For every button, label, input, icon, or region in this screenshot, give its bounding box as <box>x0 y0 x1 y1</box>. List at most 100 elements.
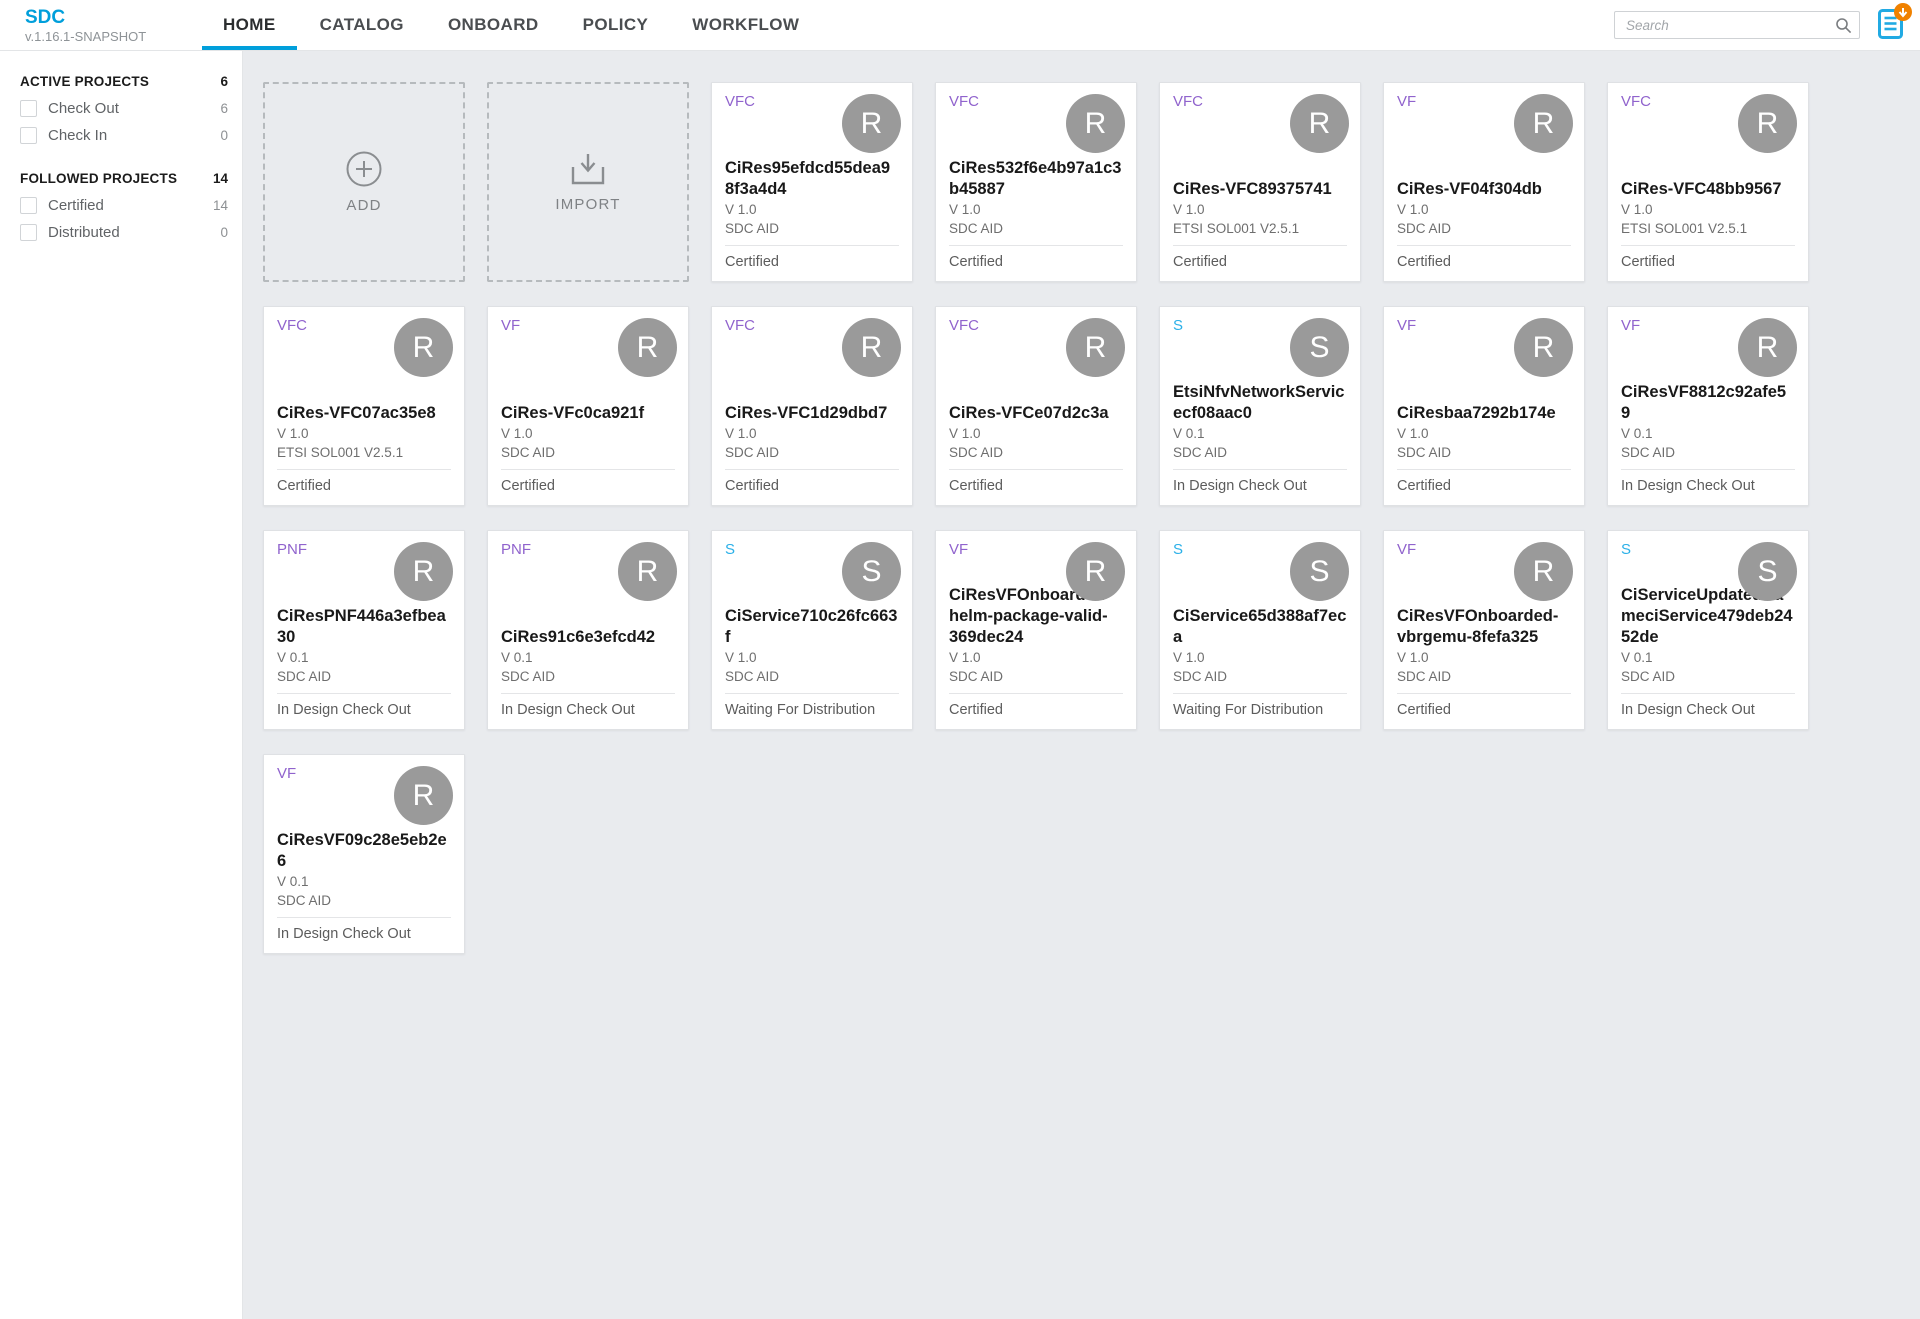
card-CiRes-VFC1d29dbd7[interactable]: VFC R CiRes-VFC1d29dbd7 V 1.0 SDC AID Certifi… <box>711 306 913 506</box>
card-name: CiResVFOnboarded-vbrgemu-8fefa325 <box>1397 607 1559 646</box>
card-type-label: VFC <box>277 317 307 334</box>
logo-version: v.1.16.1-SNAPSHOT <box>25 28 147 44</box>
card-CiServiceUpdatedNameciService479deb2452de[interactable]: S S CiServiceUpdatedNameciService479deb245… <box>1607 530 1809 730</box>
import-icon <box>568 152 608 187</box>
card-CiResVFOnboarded-helm-package-valid-369dec24[interactable]: VF R CiResVFOnboarded-helm-package-valid-3… <box>935 530 1137 730</box>
card-type-label: VF <box>277 765 297 782</box>
card-type-label: VFC <box>725 93 755 110</box>
sidebar-filter-distributed[interactable]: Distributed 0 <box>0 219 242 246</box>
card-catalog: SDC AID <box>501 445 556 460</box>
import-tile[interactable]: IMPORT <box>487 82 689 282</box>
card-version: V 1.0 <box>949 202 981 217</box>
card-divider <box>1397 245 1571 246</box>
nav-tab-workflow[interactable]: WORKFLOW <box>692 15 800 34</box>
card-catalog: SDC AID <box>1397 445 1452 460</box>
checkbox[interactable] <box>20 127 37 144</box>
checkbox[interactable] <box>20 197 37 214</box>
card-CiResVF8812c92afe59[interactable]: VF R CiResVF8812c92afe59 V 0.1 SDC AID In Des… <box>1607 306 1809 506</box>
section-title: ACTIVE PROJECTS <box>20 74 150 89</box>
card-divider <box>277 917 451 918</box>
card-divider <box>725 693 899 694</box>
card-catalog: SDC AID <box>1621 445 1676 460</box>
card-catalog: SDC AID <box>277 669 332 684</box>
card-info: CiRes-VFCe07d2c3a V 1.0 SDC AID <box>949 403 1123 462</box>
sidebar-filter-certified[interactable]: Certified 14 <box>0 192 242 219</box>
card-status: In Design Check Out <box>277 702 411 718</box>
badge-arrow-down-icon <box>1894 3 1912 21</box>
sdc-logo[interactable]: SDC v.1.16.1-SNAPSHOT <box>25 8 195 43</box>
card-CiResbaa7292b174e[interactable]: VF R CiResbaa7292b174e V 1.0 SDC AID Certifie… <box>1383 306 1585 506</box>
sidebar-section: FOLLOWED PROJECTS 14 Certified 14 Distribute… <box>0 163 242 246</box>
card-name: CiService65d388af7eca <box>1173 607 1347 646</box>
nav-tab-home[interactable]: HOME <box>202 0 297 50</box>
card-info: CiResPNF446a3efbea30 V 0.1 SDC AID <box>277 606 451 686</box>
checkbox[interactable] <box>20 224 37 241</box>
avatar: R <box>394 766 453 825</box>
sidebar-filter-check-out[interactable]: Check Out 6 <box>0 95 242 122</box>
card-CiRes91c6e3efcd42[interactable]: PNF R CiRes91c6e3efcd42 V 0.1 SDC AID In Desi… <box>487 530 689 730</box>
card-name: CiRes532f6e4b97a1c3b45887 <box>949 159 1122 198</box>
nav-tab-onboard[interactable]: ONBOARD <box>447 15 539 34</box>
card-version: V 1.0 <box>1173 650 1205 665</box>
card-type-label: S <box>725 541 736 558</box>
card-CiRes-VFc0ca921f[interactable]: VF R CiRes-VFc0ca921f V 1.0 SDC AID Certified <box>487 306 689 506</box>
card-name: CiResbaa7292b174e <box>1397 404 1556 422</box>
card-CiRes-VFCe07d2c3a[interactable]: VFC R CiRes-VFCe07d2c3a V 1.0 SDC AID Certifi… <box>935 306 1137 506</box>
card-version: V 1.0 <box>1397 202 1429 217</box>
card-info: CiServiceUpdatedNameciService479deb2452d… <box>1621 585 1795 686</box>
card-version: V 0.1 <box>501 650 533 665</box>
filter-count: 0 <box>220 128 228 143</box>
card-divider <box>949 469 1123 470</box>
sidebar-section-header: ACTIVE PROJECTS 6 <box>0 66 242 95</box>
card-status: Certified <box>1621 254 1675 270</box>
card-name: CiRes-VF04f304db <box>1397 180 1542 198</box>
card-version: V 1.0 <box>1621 202 1653 217</box>
card-CiRes-VFC48bb9567[interactable]: VFC R CiRes-VFC48bb9567 V 1.0 ETSI SOL001 V2… <box>1607 82 1809 282</box>
avatar: R <box>618 318 677 377</box>
card-CiResVF09c28e5eb2e6[interactable]: VF R CiResVF09c28e5eb2e6 V 0.1 SDC AID In Des… <box>263 754 465 954</box>
card-status: Certified <box>277 478 331 494</box>
card-divider <box>1173 245 1347 246</box>
top-bar: SDC v.1.16.1-SNAPSHOT HOME CATALOG ONBOARD… <box>0 0 1920 51</box>
section-count: 14 <box>212 171 228 186</box>
card-status: Waiting For Distribution <box>725 702 876 718</box>
card-info: EtsiNfvNetworkServicecf08aac0 V 0.1 SDC AI… <box>1173 382 1347 462</box>
card-name: CiRes-VFC07ac35e8 <box>277 404 436 422</box>
card-catalog: SDC AID <box>949 445 1004 460</box>
search-icon[interactable] <box>1835 17 1852 39</box>
card-version: V 1.0 <box>1173 202 1205 217</box>
add-tile[interactable]: ADD <box>263 82 465 282</box>
dashboard-main: ADD IMPORT VFC R CiRes95efdcd55dea98f3a4d4 V … <box>243 51 1920 1319</box>
card-CiRes95efdcd55dea98f3a4d4[interactable]: VFC R CiRes95efdcd55dea98f3a4d4 V 1.0 SDC AI… <box>711 82 913 282</box>
card-CiService710c26fc663f[interactable]: S S CiService710c26fc663f V 1.0 SDC AID Waiti… <box>711 530 913 730</box>
card-version: V 1.0 <box>277 426 309 441</box>
card-divider <box>1173 469 1347 470</box>
card-divider <box>949 693 1123 694</box>
card-divider <box>1397 469 1571 470</box>
card-CiService65d388af7eca[interactable]: S S CiService65d388af7eca V 1.0 SDC AID Waiti… <box>1159 530 1361 730</box>
card-catalog: ETSI SOL001 V2.5.1 <box>1621 221 1748 236</box>
card-CiResVFOnboarded-vbrgemu-8fefa325[interactable]: VF R CiResVFOnboarded-vbrgemu-8fefa325 V 1.… <box>1383 530 1585 730</box>
card-CiRes-VFC89375741[interactable]: VFC R CiRes-VFC89375741 V 1.0 ETSI SOL001 V2… <box>1159 82 1361 282</box>
card-grid: ADD IMPORT VFC R CiRes95efdcd55dea98f3a4d4 V … <box>263 82 1823 954</box>
nav-tab-policy[interactable]: POLICY <box>582 15 649 34</box>
card-catalog: SDC AID <box>1397 221 1452 236</box>
card-divider <box>1621 245 1795 246</box>
report-download-icon[interactable] <box>1877 3 1912 43</box>
card-info: CiRes-VF04f304db V 1.0 SDC AID <box>1397 179 1571 238</box>
card-version: V 1.0 <box>725 650 757 665</box>
card-CiRes532f6e4b97a1c3b45887[interactable]: VFC R CiRes532f6e4b97a1c3b45887 V 1.0 SDC AI… <box>935 82 1137 282</box>
nav-tab-catalog[interactable]: CATALOG <box>319 15 404 34</box>
sidebar-filter-check-in[interactable]: Check In 0 <box>0 122 242 149</box>
filter-label: Certified <box>48 197 104 214</box>
search-input[interactable] <box>1614 11 1860 39</box>
card-EtsiNfvNetworkServicecf08aac0[interactable]: S S EtsiNfvNetworkServicecf08aac0 V 0.1 SDC … <box>1159 306 1361 506</box>
card-type-label: VFC <box>949 317 979 334</box>
card-divider <box>501 469 675 470</box>
card-CiRes-VFC07ac35e8[interactable]: VFC R CiRes-VFC07ac35e8 V 1.0 ETSI SOL001 V2… <box>263 306 465 506</box>
card-name: CiRes-VFC1d29dbd7 <box>725 404 888 422</box>
checkbox[interactable] <box>20 100 37 117</box>
card-CiRes-VF04f304db[interactable]: VF R CiRes-VF04f304db V 1.0 SDC AID Certified <box>1383 82 1585 282</box>
card-CiResPNF446a3efbea30[interactable]: PNF R CiResPNF446a3efbea30 V 0.1 SDC AID In D… <box>263 530 465 730</box>
card-catalog: SDC AID <box>725 669 780 684</box>
